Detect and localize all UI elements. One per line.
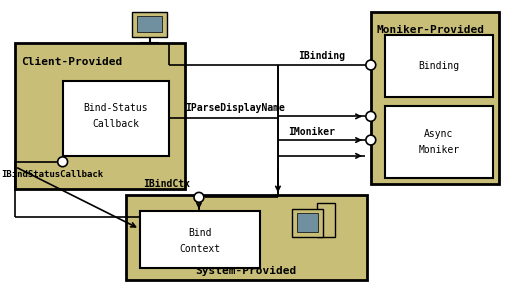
Bar (15, 43, 185, 190)
Circle shape (366, 60, 376, 70)
Circle shape (366, 112, 376, 121)
Text: IBindStatusCallback: IBindStatusCallback (2, 170, 103, 179)
Bar (292, 209, 323, 237)
Text: IMoniker: IMoniker (288, 127, 335, 137)
Bar (63, 81, 169, 156)
Text: Bind-Status: Bind-Status (84, 103, 148, 114)
Text: Context: Context (179, 244, 221, 254)
Text: IParseDisplayName: IParseDisplayName (185, 103, 285, 113)
Bar (137, 16, 162, 32)
Bar (384, 106, 493, 177)
Circle shape (194, 192, 204, 202)
Text: Bind: Bind (188, 228, 212, 238)
Text: IBinding: IBinding (298, 51, 345, 61)
Circle shape (366, 135, 376, 145)
Text: IBindCtx: IBindCtx (143, 179, 191, 190)
Circle shape (58, 157, 67, 167)
Text: Moniker: Moniker (418, 145, 460, 155)
Text: Client-Provided: Client-Provided (21, 57, 122, 67)
Text: Moniker-Provided: Moniker-Provided (377, 25, 485, 36)
Text: System-Provided: System-Provided (196, 266, 297, 276)
Bar (384, 35, 493, 97)
Bar (126, 195, 367, 280)
Text: Async: Async (424, 129, 454, 139)
Text: Callback: Callback (93, 119, 139, 129)
Text: Binding: Binding (418, 61, 460, 71)
Bar (371, 12, 499, 184)
Bar (132, 12, 168, 37)
Bar (318, 203, 335, 237)
Bar (140, 211, 260, 268)
Bar (297, 213, 319, 232)
